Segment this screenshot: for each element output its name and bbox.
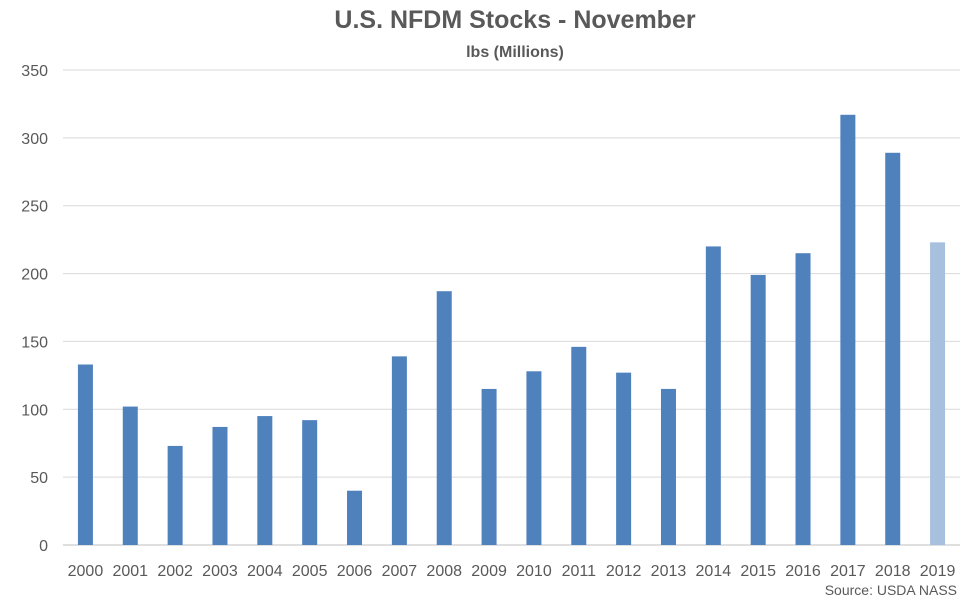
bar-2017 xyxy=(840,114,856,546)
chart-title: U.S. NFDM Stocks - November xyxy=(334,6,696,34)
bar-2012 xyxy=(616,372,632,545)
x-tick-label: 2001 xyxy=(112,563,148,580)
bar-2016 xyxy=(795,253,811,545)
x-tick-label: 2011 xyxy=(562,563,597,580)
bar-2000 xyxy=(77,364,93,545)
x-tick-label: 2002 xyxy=(157,563,193,580)
x-tick-label: 2018 xyxy=(875,563,911,580)
x-tick-label: 2009 xyxy=(471,563,507,580)
bar-2003 xyxy=(212,426,228,545)
x-tick-label: 2016 xyxy=(785,563,821,580)
x-tick-label: 2004 xyxy=(247,563,283,580)
y-tick-label: 200 xyxy=(21,267,48,284)
bar-2019 xyxy=(930,242,946,545)
y-tick-label: 150 xyxy=(21,334,48,351)
chart-subtitle: lbs (Millions) xyxy=(466,44,564,61)
bar-2011 xyxy=(571,346,587,545)
x-tick-label: 2008 xyxy=(426,563,462,580)
x-tick-label: 2000 xyxy=(68,563,104,580)
y-tick-label: 100 xyxy=(21,402,48,419)
source-note: Source: USDA NASS xyxy=(824,582,957,598)
bar-2009 xyxy=(481,388,497,545)
x-tick-label: 2017 xyxy=(830,563,866,580)
bar-2013 xyxy=(660,388,676,545)
x-tick-label: 2007 xyxy=(382,563,418,580)
y-tick-label: 300 xyxy=(21,131,48,148)
x-tick-label: 2013 xyxy=(651,563,687,580)
bar-2008 xyxy=(436,291,452,545)
bar-2014 xyxy=(705,246,721,545)
x-tick-label: 2015 xyxy=(740,563,776,580)
x-tick-label: 2014 xyxy=(696,563,732,580)
bar-2007 xyxy=(391,356,407,545)
x-tick-label: 2019 xyxy=(920,563,956,580)
y-tick-label: 250 xyxy=(21,199,48,216)
x-tick-label: 2003 xyxy=(202,563,238,580)
y-tick-label: 350 xyxy=(21,63,48,80)
bar-2018 xyxy=(885,152,901,546)
bar-2010 xyxy=(526,371,542,545)
bar-2001 xyxy=(122,406,138,545)
bar-2015 xyxy=(750,274,766,545)
x-tick-label: 2010 xyxy=(516,563,552,580)
y-tick-label: 50 xyxy=(30,470,48,487)
bar-2005 xyxy=(302,420,318,545)
bar-2006 xyxy=(347,490,363,545)
y-tick-label: 0 xyxy=(39,538,48,555)
x-tick-label: 2005 xyxy=(292,563,328,580)
x-tick-label: 2006 xyxy=(337,563,373,580)
x-tick-label: 2012 xyxy=(606,563,642,580)
bar-2004 xyxy=(257,416,273,545)
bar-2002 xyxy=(167,445,183,545)
